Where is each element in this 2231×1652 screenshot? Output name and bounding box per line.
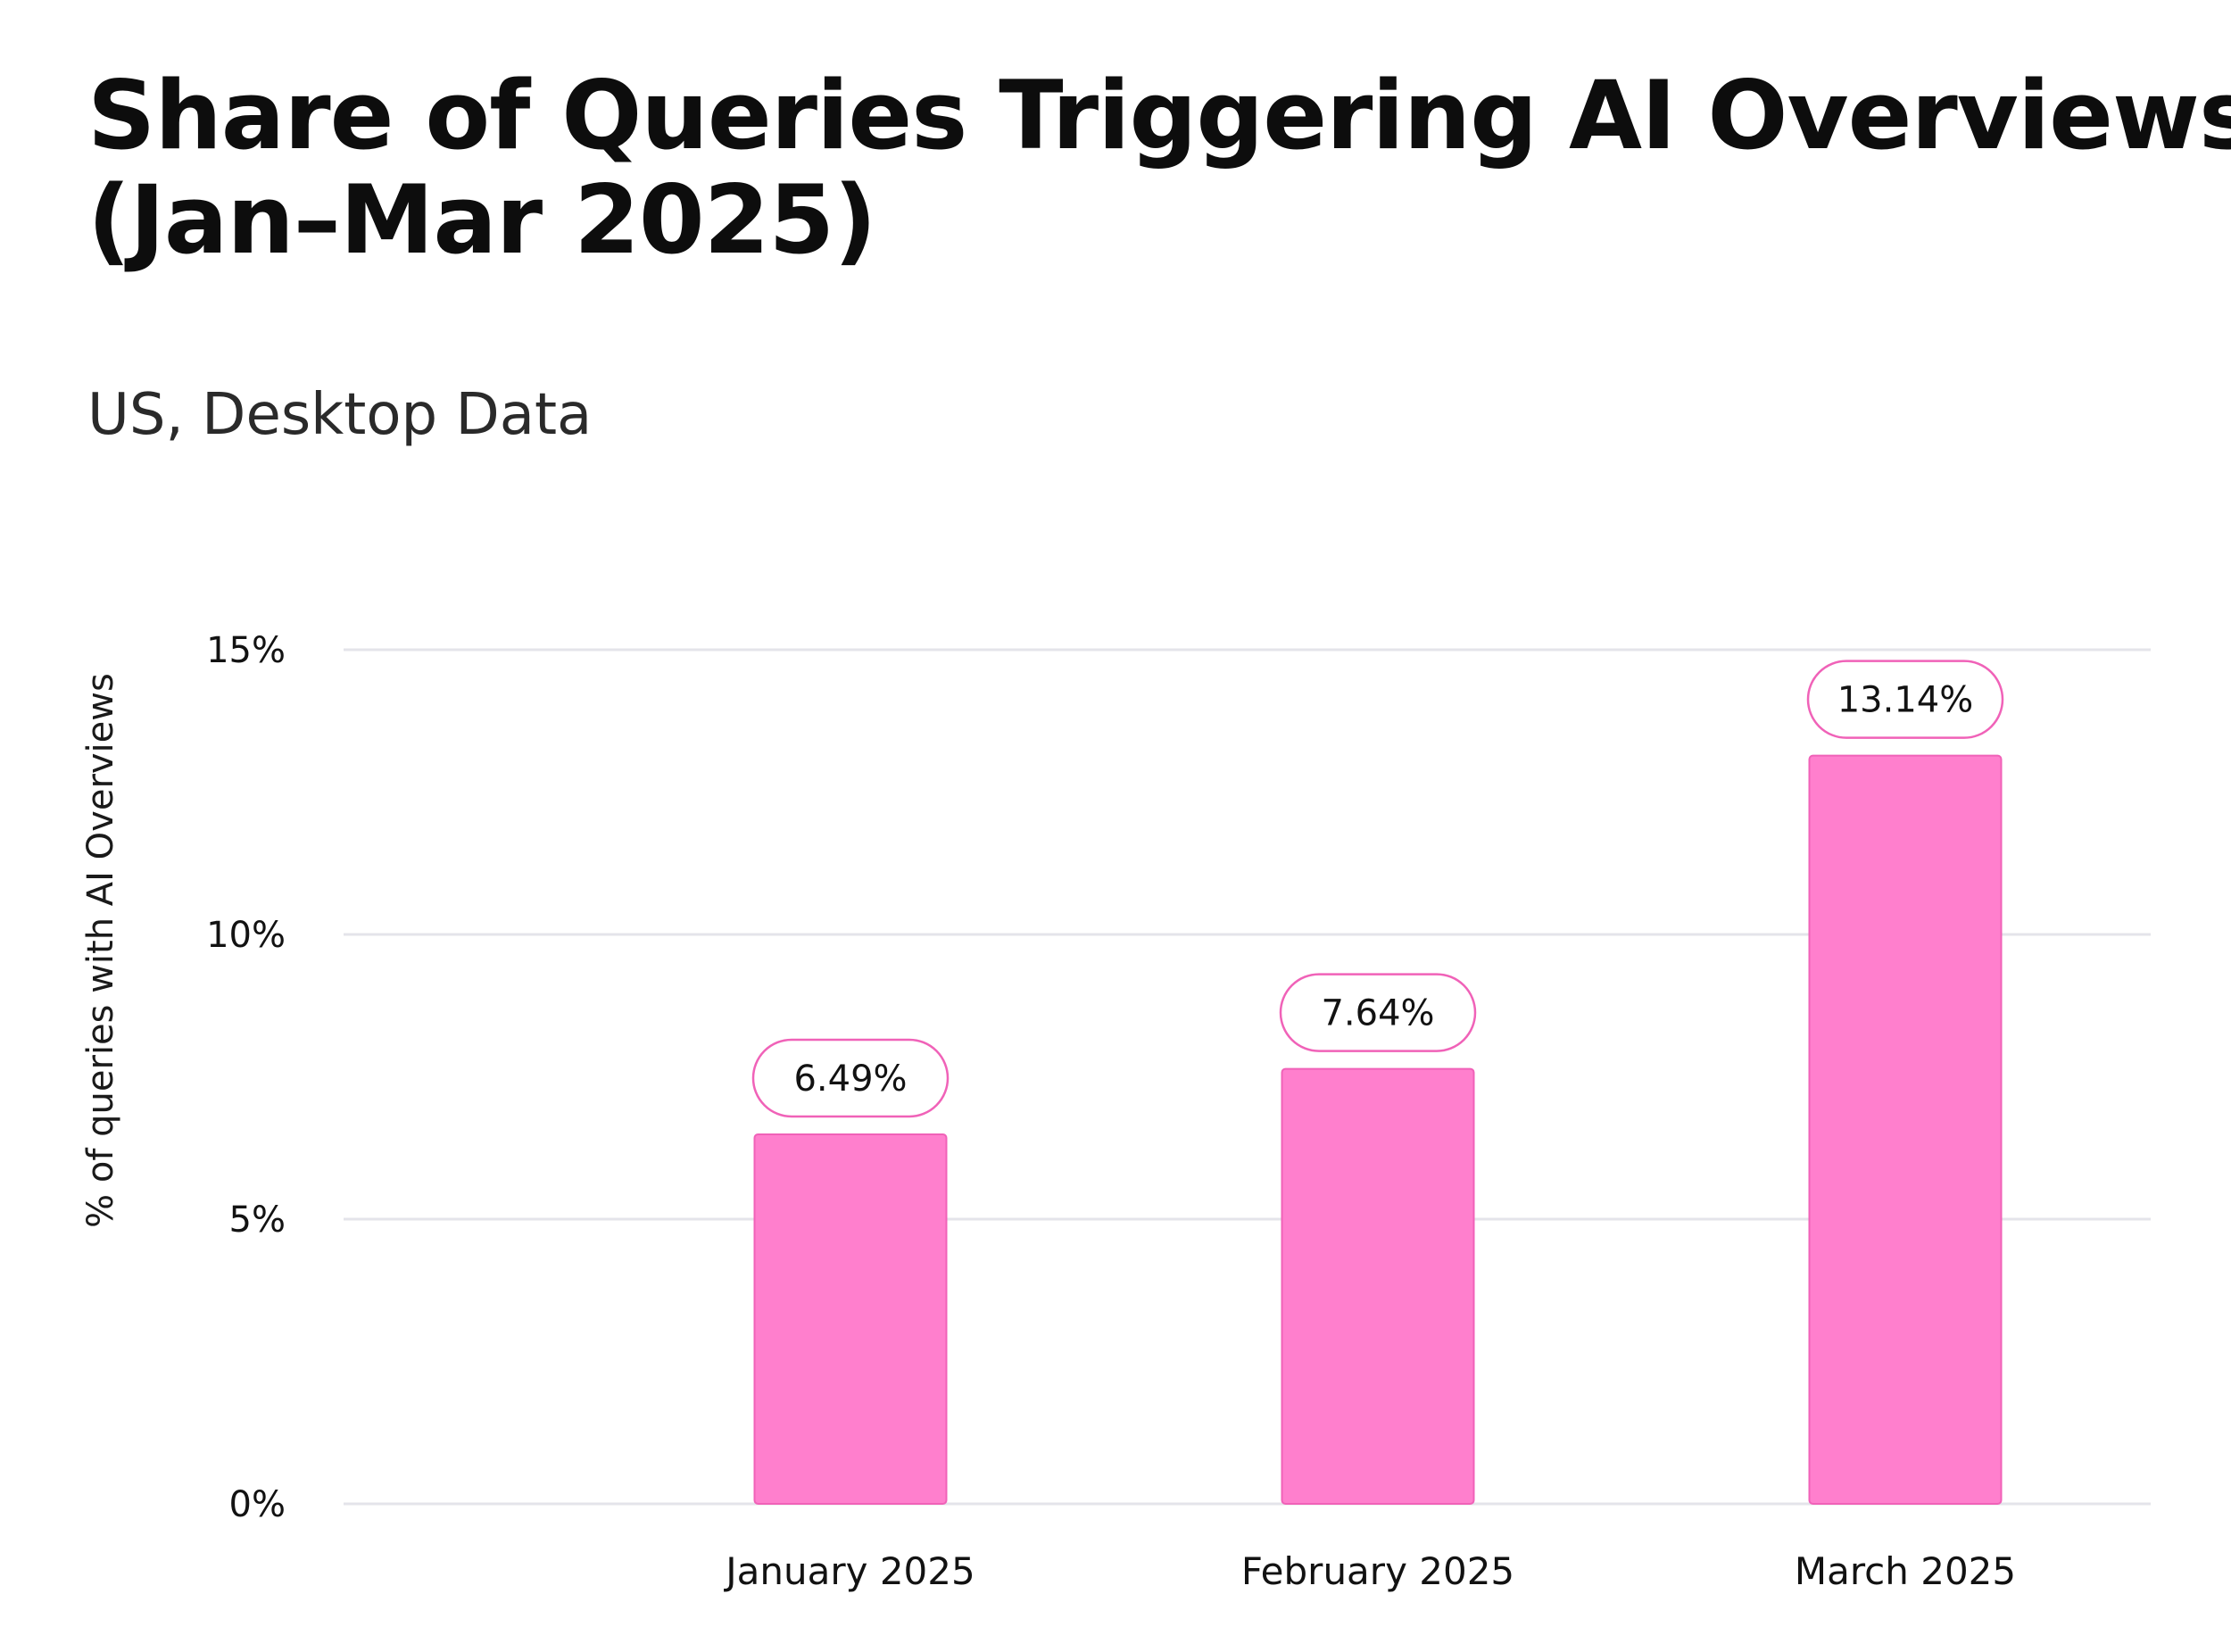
bar-3 xyxy=(1808,754,2003,1505)
bar-1 xyxy=(753,1133,948,1505)
data-label: 6.49% xyxy=(793,1058,907,1100)
bar-2 xyxy=(1281,1067,1475,1505)
x-tick-label: February 2025 xyxy=(1241,1549,1514,1593)
chart-title-line-2: (Jan–Mar 2025) xyxy=(87,164,877,275)
x-tick-label: January 2025 xyxy=(723,1549,975,1593)
y-tick-label: 5% xyxy=(229,1200,286,1241)
chart-title: Share of Queries Triggering AI Overviews… xyxy=(87,61,2231,275)
y-tick-label: 15% xyxy=(206,630,286,671)
data-labels: 6.49% 7.64% 13.14% xyxy=(751,660,2004,1118)
x-axis-ticks: January 2025 February 2025 March 2025 xyxy=(723,1549,2016,1593)
y-tick-label: 0% xyxy=(229,1484,286,1525)
y-axis-label: % of queries with AI Overviews xyxy=(80,673,121,1228)
data-label-pill xyxy=(1806,660,2004,739)
data-label-pill xyxy=(751,1038,950,1118)
y-axis-ticks: 0% 5% 10% 15% xyxy=(206,630,286,1525)
data-label: 13.14% xyxy=(1837,680,1974,721)
x-tick-label: March 2025 xyxy=(1795,1549,2016,1593)
data-label-pill xyxy=(1279,973,1477,1052)
y-tick-label: 10% xyxy=(206,915,286,956)
chart-subtitle: US, Desktop Data xyxy=(87,382,593,448)
bars xyxy=(753,754,2003,1505)
data-label: 7.64% xyxy=(1321,993,1434,1034)
chart-title-line-1: Share of Queries Triggering AI Overviews xyxy=(87,61,2231,170)
